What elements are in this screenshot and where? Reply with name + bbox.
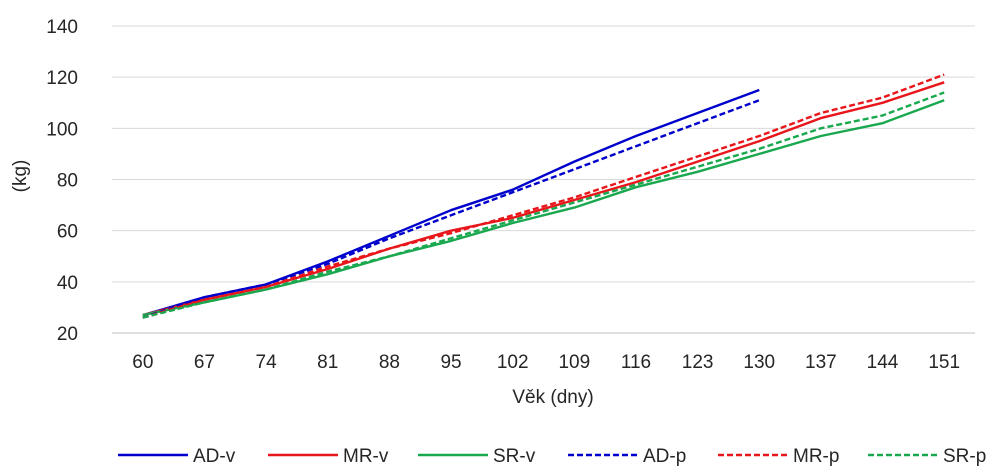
x-tick-label: 130 xyxy=(743,352,775,373)
legend-label: SR-p xyxy=(943,446,986,467)
y-tick-label: 120 xyxy=(46,68,78,89)
series-lines xyxy=(142,73,945,319)
x-tick-label: 102 xyxy=(497,352,529,373)
legend: AD-v MR-v SR-v AD-p MR-p SR-p xyxy=(118,446,986,467)
y-tick-label: 60 xyxy=(57,222,78,243)
x-tick-label: 95 xyxy=(440,352,461,373)
y-tick-label: 40 xyxy=(57,273,78,294)
x-tick-label: 88 xyxy=(379,352,400,373)
x-axis-label: Věk (dny) xyxy=(512,387,593,408)
x-tick-label: 60 xyxy=(132,352,153,373)
legend-label: AD-p xyxy=(643,446,686,467)
legend-label: AD-v xyxy=(193,446,236,467)
x-tick-label: 144 xyxy=(867,352,899,373)
y-axis-label: (kg) xyxy=(10,160,31,193)
series-line-SR-p xyxy=(142,91,945,319)
axes: 20 40 60 80 100 120 140 60 67 74 81 88 95 102 109 116 12… xyxy=(46,17,975,373)
x-tick-label: 81 xyxy=(317,352,338,373)
x-tick-label: 74 xyxy=(256,352,278,373)
legend-label: MR-p xyxy=(793,446,839,467)
gridlines xyxy=(112,25,975,283)
legend-label: MR-v xyxy=(343,446,389,467)
y-tick-label: 20 xyxy=(57,324,78,345)
legend-label: SR-v xyxy=(493,446,536,467)
series-line-SR-v xyxy=(142,99,945,317)
y-tick-label: 140 xyxy=(46,17,78,38)
series-line-MR-v xyxy=(142,81,945,317)
x-tick-label: 116 xyxy=(621,352,651,373)
x-tick-label: 67 xyxy=(194,352,215,373)
x-tick-label: 109 xyxy=(558,352,590,373)
series-line-AD-p xyxy=(142,99,760,319)
x-tick-label: 137 xyxy=(805,352,837,373)
x-tick-label: 123 xyxy=(682,352,714,373)
series-line-MR-p xyxy=(142,73,945,319)
y-tick-label: 80 xyxy=(57,171,78,192)
y-tick-label: 100 xyxy=(46,119,78,140)
x-tick-label: 151 xyxy=(928,352,960,373)
series-line-AD-v xyxy=(142,88,760,317)
